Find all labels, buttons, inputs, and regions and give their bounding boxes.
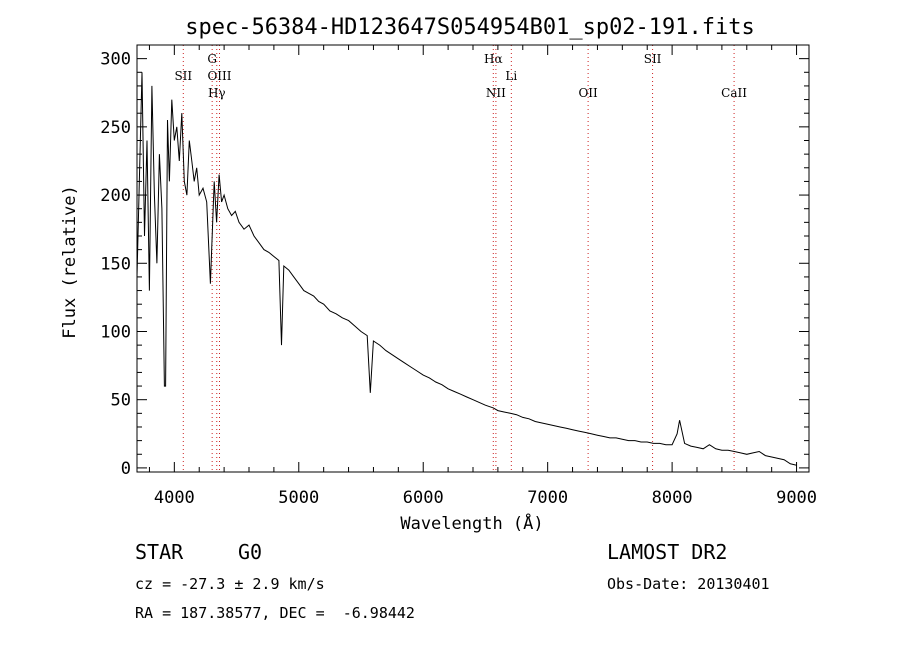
x-tick-label: 9000 xyxy=(776,488,817,508)
y-tick-label: 300 xyxy=(100,50,131,70)
y-tick-label: 150 xyxy=(100,254,131,274)
line-marker-label: OIII xyxy=(207,69,231,83)
y-axis-label: Flux (relative) xyxy=(60,185,80,339)
spectral-subclass: G0 xyxy=(238,540,263,564)
line-marker-label: CaII xyxy=(721,86,747,100)
chart-title: spec-56384-HD123647S054954B01_sp02-191.f… xyxy=(185,15,755,40)
line-marker-label: SII xyxy=(174,69,192,83)
line-marker-label: SII xyxy=(644,52,662,66)
line-marker-label: Li xyxy=(505,69,517,83)
x-tick-label: 5000 xyxy=(278,488,319,508)
x-tick-label: 8000 xyxy=(652,488,693,508)
line-markers: SII G OIII Hγ Hα NII Li OII SII CaII xyxy=(174,45,747,472)
object-type: STAR xyxy=(135,540,184,564)
line-marker-label: G xyxy=(207,52,217,66)
coordinates: RA = 187.38577, DEC = -6.98442 xyxy=(135,604,415,622)
x-tick-label: 7000 xyxy=(527,488,568,508)
x-axis-label: Wavelength (Å) xyxy=(400,512,543,534)
line-marker-label: Hα xyxy=(484,52,503,66)
line-marker-label: OII xyxy=(578,86,598,100)
plot-frame xyxy=(136,44,810,473)
y-tick-label: 200 xyxy=(100,186,131,206)
line-marker-label: Hγ xyxy=(208,86,226,100)
x-tick-label: 4000 xyxy=(154,488,195,508)
y-tick-label: 250 xyxy=(100,118,131,138)
y-tick-label: 100 xyxy=(100,322,131,342)
y-axis: 0 50 100 150 200 250 300 xyxy=(100,50,809,479)
y-tick-label: 50 xyxy=(111,391,131,411)
x-tick-label: 6000 xyxy=(403,488,444,508)
redshift-info: cz = -27.3 ± 2.9 km/s xyxy=(135,575,325,593)
y-tick-label: 0 xyxy=(121,459,131,479)
obs-date: Obs-Date: 20130401 xyxy=(607,575,770,593)
line-marker-label: NII xyxy=(486,86,506,100)
spectrum-line xyxy=(136,72,797,466)
x-axis: 4000 5000 6000 7000 8000 9000 xyxy=(148,45,817,508)
survey-name: LAMOST DR2 xyxy=(607,540,728,564)
